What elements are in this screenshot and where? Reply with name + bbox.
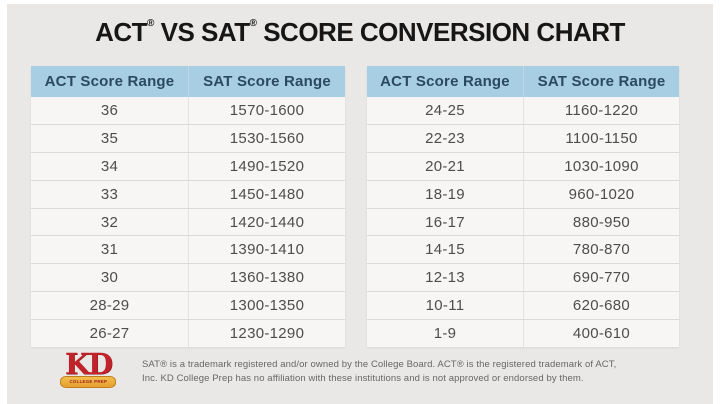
kd-college-prep-logo: KD COLLEGE PREP (60, 347, 116, 388)
sat-score-cell: 1530-1560 (188, 124, 345, 152)
sat-score-cell: 400-610 (523, 320, 679, 348)
table-row: 28-29 1300-1350 (31, 291, 345, 320)
sat-score-cell: 620-680 (523, 292, 679, 320)
sat-score-cell: 1160-1220 (523, 97, 679, 124)
title-vs-sat: VS SAT (153, 17, 250, 47)
table-body: 24-25 1160-1220 22-23 1100-1150 20-21 1030-… (367, 97, 679, 348)
disclaimer-line-2: Inc. KD College Prep has no affiliation … (142, 372, 584, 384)
act-score-cell: 16-17 (425, 213, 465, 231)
title-act: ACT (95, 17, 148, 47)
column-header-sat: SAT Score Range (188, 66, 345, 97)
act-score-cell: 22-23 (425, 129, 465, 147)
table-row: 36 1570-1600 (31, 97, 345, 124)
table-row: 35 1530-1560 (31, 123, 345, 152)
table-row: 33 1450-1480 (31, 179, 345, 208)
act-score-cell: 26-27 (89, 325, 130, 343)
column-header-sat: SAT Score Range (523, 66, 679, 97)
page-title: ACT® VS SAT® SCORE CONVERSION CHART (0, 17, 720, 48)
table-header-row: ACT Score Range SAT Score Range (31, 66, 345, 97)
table-row: 24-25 1160-1220 (367, 97, 679, 124)
act-score-cell: 35 (100, 129, 119, 147)
act-score-cell: 36 (100, 101, 119, 119)
sat-score-cell: 690-770 (523, 264, 679, 292)
sat-score-cell: 780-870 (523, 236, 679, 264)
table-row: 16-17 880-950 (367, 207, 679, 236)
footer: KD COLLEGE PREP SAT® is a trademark regi… (0, 348, 720, 404)
sat-score-cell: 1490-1520 (188, 152, 345, 180)
sat-score-cell: 1390-1410 (188, 236, 345, 264)
table-row: 30 1360-1380 (31, 263, 345, 292)
disclaimer-line-1: SAT® is a trademark registered and/or ow… (142, 359, 617, 370)
sat-score-cell: 1450-1480 (188, 180, 345, 208)
trademark-disclaimer: SAT® is a trademark registered and/or ow… (142, 358, 662, 385)
table-row: 18-19 960-1020 (367, 179, 679, 208)
sat-score-cell: 1360-1380 (188, 264, 345, 292)
kd-logo-banner-text: COLLEGE PREP (69, 379, 107, 385)
table-row: 12-13 690-770 (367, 263, 679, 292)
sat-score-cell: 1230-1290 (188, 320, 345, 348)
table-row: 20-21 1030-1090 (367, 151, 679, 180)
sat-score-cell: 880-950 (523, 208, 679, 236)
table-row: 10-11 620-680 (367, 291, 679, 320)
table-row: 26-27 1230-1290 (31, 319, 345, 348)
table-row: 31 1390-1410 (31, 235, 345, 264)
table-row: 1-9 400-610 (367, 319, 679, 348)
act-score-cell: 28-29 (89, 297, 130, 315)
act-score-cell: 24-25 (425, 101, 465, 119)
table-header-row: ACT Score Range SAT Score Range (367, 66, 679, 97)
sat-score-cell: 1030-1090 (523, 152, 679, 180)
act-score-cell: 1-9 (433, 325, 457, 343)
sat-score-cell: 1100-1150 (523, 124, 679, 152)
table-row: 34 1490-1520 (31, 151, 345, 180)
column-header-act: ACT Score Range (380, 73, 510, 90)
act-score-cell: 30 (100, 269, 119, 287)
act-score-cell: 18-19 (425, 185, 465, 203)
act-score-cell: 32 (100, 213, 119, 231)
table-row: 32 1420-1440 (31, 207, 345, 236)
sat-score-cell: 1420-1440 (188, 208, 345, 236)
registered-mark: ® (147, 18, 154, 29)
act-score-cell: 14-15 (425, 241, 465, 259)
table-body: 36 1570-1600 35 1530-1560 34 1490-1520 33 14… (31, 97, 345, 348)
score-table-right: ACT Score Range SAT Score Range 24-25 116… (367, 66, 679, 348)
kd-logo-banner: COLLEGE PREP (60, 375, 116, 388)
sat-score-cell: 960-1020 (523, 180, 679, 208)
act-score-cell: 20-21 (425, 157, 465, 175)
act-score-cell: 10-11 (425, 297, 465, 315)
act-score-cell: 33 (100, 185, 119, 203)
act-score-cell: 34 (100, 157, 119, 175)
sat-score-cell: 1570-1600 (188, 97, 345, 124)
kd-logo-text: KD (64, 347, 113, 381)
sat-score-cell: 1300-1350 (188, 292, 345, 320)
table-row: 22-23 1100-1150 (367, 123, 679, 152)
title-rest: SCORE CONVERSION CHART (256, 17, 625, 47)
act-score-cell: 31 (100, 241, 119, 259)
registered-mark: ® (249, 18, 257, 29)
table-row: 14-15 780-870 (367, 235, 679, 264)
column-header-act: ACT Score Range (44, 73, 175, 90)
score-table-left: ACT Score Range SAT Score Range 36 1570-1… (31, 66, 345, 348)
act-score-cell: 12-13 (425, 269, 465, 287)
